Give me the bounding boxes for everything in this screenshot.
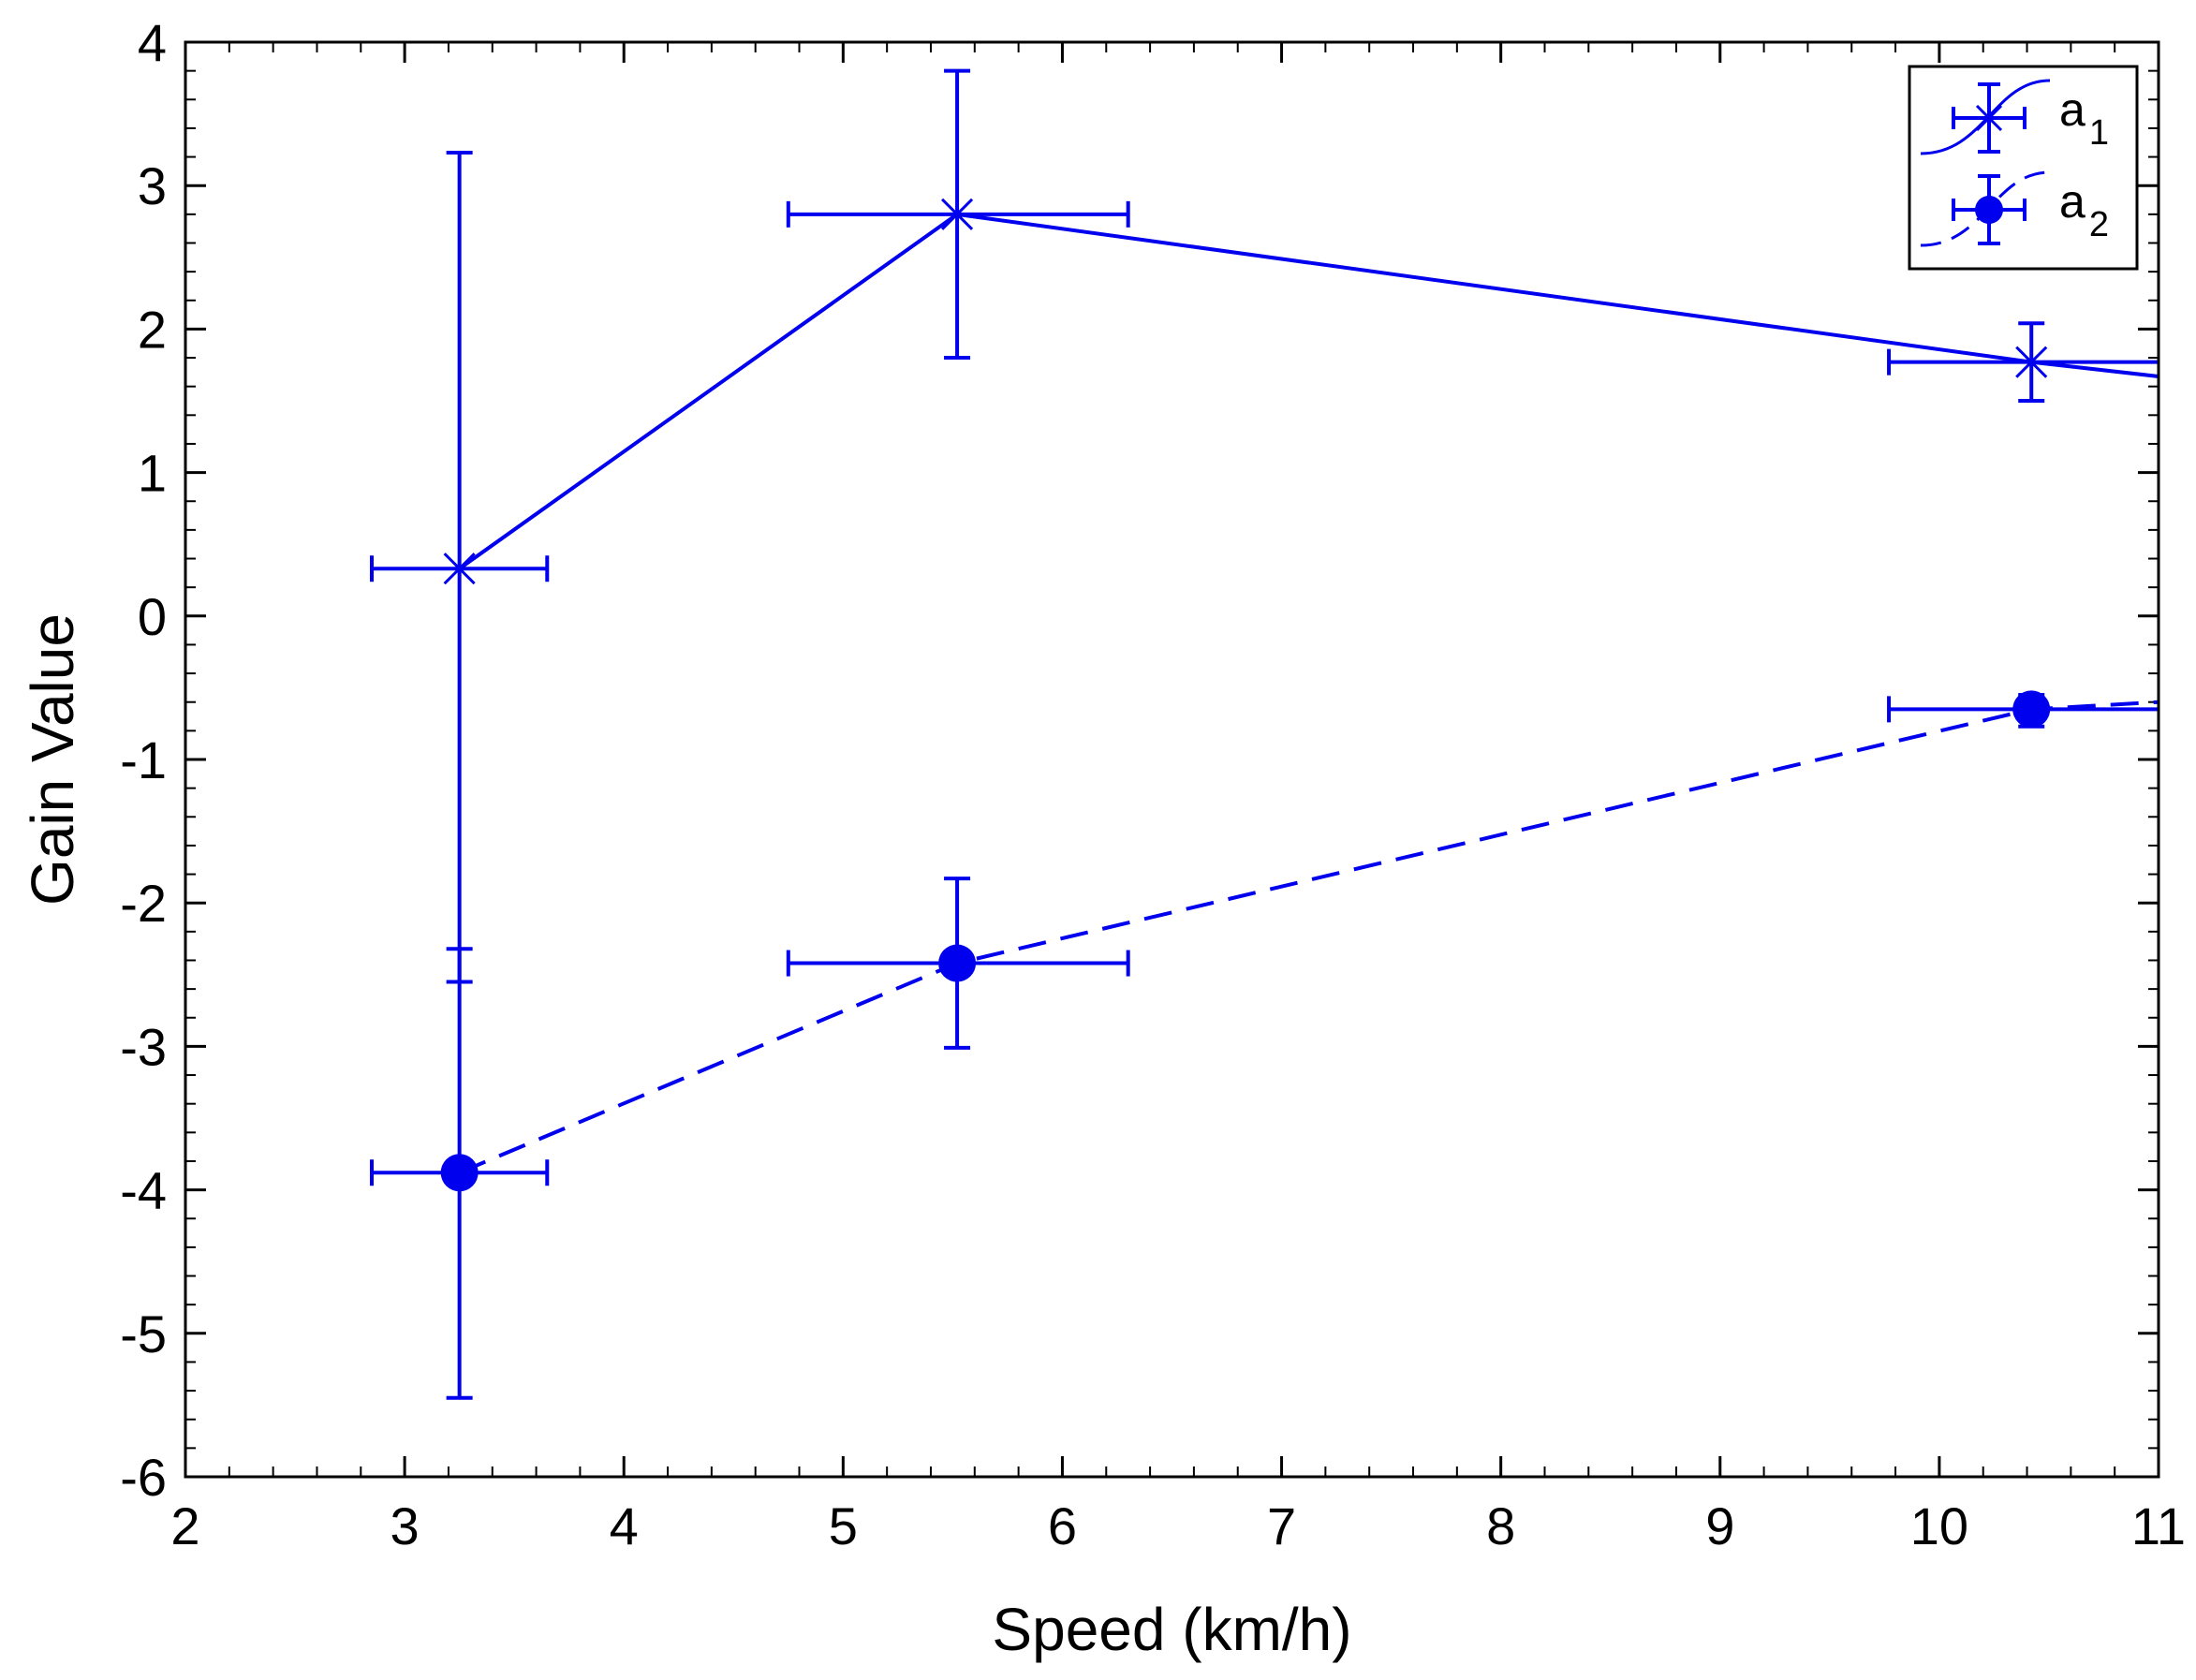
y-tick-label: 3 [138, 156, 167, 215]
series-a1-line [458, 212, 2159, 570]
data-point-marker [938, 944, 977, 982]
y-tick-label: -1 [120, 730, 167, 789]
y-tick-label: 2 [138, 300, 167, 359]
x-tick-label: 3 [391, 1496, 420, 1555]
x-tick-label: 4 [610, 1496, 639, 1555]
legend-marker [1975, 102, 2003, 134]
series-layer [369, 68, 2159, 1400]
x-tick-label: 6 [1048, 1496, 1077, 1555]
x-tick-label: 11 [2131, 1496, 2186, 1555]
series-a1 [369, 68, 2159, 984]
y-tick-label: 1 [138, 444, 167, 503]
data-point-marker [2015, 342, 2048, 382]
y-tick-label: -4 [120, 1161, 167, 1220]
x-tick-label: 8 [1486, 1496, 1515, 1555]
y-tick-label: -5 [120, 1304, 167, 1363]
x-tick-label: 5 [829, 1496, 858, 1555]
y-tick-label: -2 [120, 874, 167, 933]
series-a2 [369, 690, 2159, 1400]
x-tick-label: 9 [1705, 1496, 1734, 1555]
legend-marker [1975, 196, 2003, 224]
data-point-marker [941, 195, 974, 234]
x-tick-label: 10 [1910, 1496, 1968, 1555]
y-tick-label: 0 [138, 587, 167, 646]
y-axis-label: Gain Value [19, 613, 86, 906]
data-point-marker [2012, 690, 2051, 729]
data-point-marker [440, 1154, 479, 1192]
series-a2-line [458, 700, 2159, 1175]
legend-box [1908, 65, 2139, 271]
x-tick-label: 2 [170, 1496, 199, 1555]
y-tick-label: -6 [120, 1448, 167, 1507]
x-axis-label: Speed (km/h) [992, 1596, 1351, 1663]
x-tick-label: 7 [1267, 1496, 1296, 1555]
data-point-marker [443, 549, 476, 589]
y-tick-label: 4 [138, 13, 167, 72]
plot-frame [184, 40, 2160, 1479]
legend: a 1a 2 [1908, 65, 2139, 271]
y-tick-label: -3 [120, 1017, 167, 1076]
